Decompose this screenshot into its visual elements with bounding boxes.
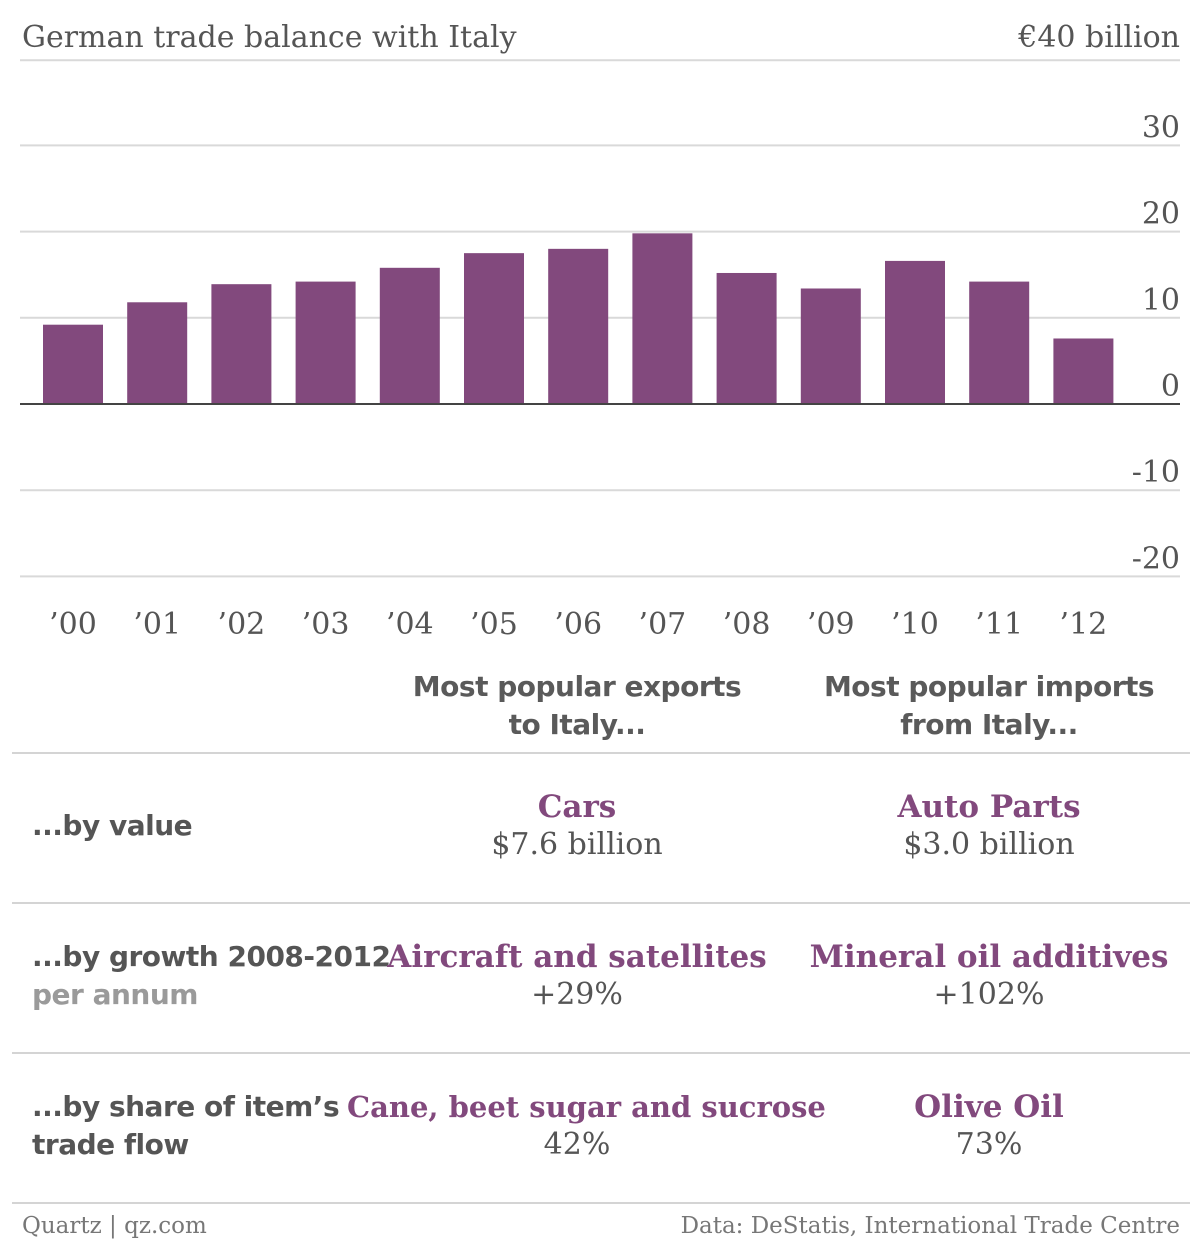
export-cell-by-share: Cane, beet sugar and sucrose 42% xyxy=(347,1088,826,1164)
row-label-by-value: ...by value xyxy=(32,807,193,845)
row-label-by-share: ...by share of item’s trade flow xyxy=(32,1088,340,1164)
export-item: Aircraft and satellites xyxy=(387,939,767,975)
export-value: +29% xyxy=(531,977,623,1012)
bar xyxy=(969,281,1030,404)
table-divider xyxy=(12,902,1190,904)
row-label-text: ...by value xyxy=(32,809,193,842)
y-tick-label: 20 xyxy=(1142,197,1180,232)
x-tick-label: ’01 xyxy=(133,607,181,642)
x-tick-label: ’06 xyxy=(554,607,602,642)
bar xyxy=(464,253,524,404)
export-item: Cars xyxy=(537,789,617,825)
y-tick-label: -20 xyxy=(1132,541,1180,576)
bar xyxy=(295,281,356,404)
x-tick-label: ’00 xyxy=(49,607,97,642)
x-tick-label: ’03 xyxy=(302,607,350,642)
bar xyxy=(379,267,440,404)
export-value: 42% xyxy=(543,1127,611,1162)
import-item: Auto Parts xyxy=(897,789,1081,825)
table-divider xyxy=(12,752,1190,754)
import-cell-by-share: Olive Oil 73% xyxy=(759,1088,1200,1164)
import-value: +102% xyxy=(933,977,1045,1012)
bar xyxy=(632,233,693,404)
x-tick-label: ’09 xyxy=(807,607,855,642)
import-cell-by-growth: Mineral oil additives +102% xyxy=(759,938,1200,1014)
chart-title: German trade balance with Italy xyxy=(22,20,517,55)
bar xyxy=(885,260,945,404)
row-label-by-growth: ...by growth 2008-2012 per annum xyxy=(32,938,391,1014)
row-label-subtext: per annum xyxy=(32,978,198,1011)
x-tick-label: ’05 xyxy=(470,607,518,642)
export-cell-by-value: Cars $7.6 billion xyxy=(347,788,807,864)
bar xyxy=(43,324,103,404)
x-tick-label: ’02 xyxy=(218,607,266,642)
x-tick-label: ’07 xyxy=(639,607,687,642)
y-tick-label: 30 xyxy=(1142,110,1180,145)
import-value: 73% xyxy=(955,1127,1023,1162)
bar xyxy=(127,302,188,404)
imports-header-line-1: Most popular imports xyxy=(823,670,1155,703)
imports-header-line-2: from Italy... xyxy=(900,708,1078,741)
bar xyxy=(1053,338,1114,404)
y-tick-label: 10 xyxy=(1142,283,1180,318)
x-tick-label: ’11 xyxy=(975,607,1023,642)
exports-header-line-2: to Italy... xyxy=(508,708,646,741)
table-divider xyxy=(12,1052,1190,1054)
y-tick-label: -10 xyxy=(1132,455,1180,490)
bar xyxy=(211,284,272,404)
exports-column-header: Most popular exports to Italy... xyxy=(397,668,757,744)
import-value: $3.0 billion xyxy=(903,827,1075,862)
x-tick-label: ’04 xyxy=(386,607,434,642)
bar xyxy=(548,248,609,404)
export-value: $7.6 billion xyxy=(491,827,663,862)
bar xyxy=(800,288,861,404)
x-tick-label: ’12 xyxy=(1060,607,1108,642)
imports-column-header: Most popular imports from Italy... xyxy=(809,668,1169,744)
footer-divider xyxy=(12,1202,1190,1204)
y-axis-unit-label: €40 billion xyxy=(1018,20,1180,55)
import-item: Olive Oil xyxy=(914,1089,1064,1125)
x-tick-label: ’10 xyxy=(891,607,939,642)
import-item: Mineral oil additives xyxy=(809,939,1169,975)
row-label-text: ...by share of item’s xyxy=(32,1090,340,1123)
export-cell-by-growth: Aircraft and satellites +29% xyxy=(347,938,807,1014)
row-label-text: ...by growth 2008-2012 xyxy=(32,940,391,973)
export-item: Cane, beet sugar and sucrose xyxy=(347,1090,826,1124)
bar xyxy=(716,272,777,404)
footer-credit: Quartz | qz.com xyxy=(22,1213,207,1239)
footer-source: Data: DeStatis, International Trade Cent… xyxy=(680,1213,1180,1239)
x-tick-label: ’08 xyxy=(723,607,771,642)
row-label-text: trade flow xyxy=(32,1128,189,1161)
y-tick-label: 0 xyxy=(1161,369,1180,404)
import-cell-by-value: Auto Parts $3.0 billion xyxy=(759,788,1200,864)
exports-header-line-1: Most popular exports xyxy=(412,670,742,703)
bar-chart: ’00 ’01 ’02 ’03 ’04 ’05 ’06 ’07 ’08 ’09 ’10 ’11 ’12 3… xyxy=(20,59,1180,642)
